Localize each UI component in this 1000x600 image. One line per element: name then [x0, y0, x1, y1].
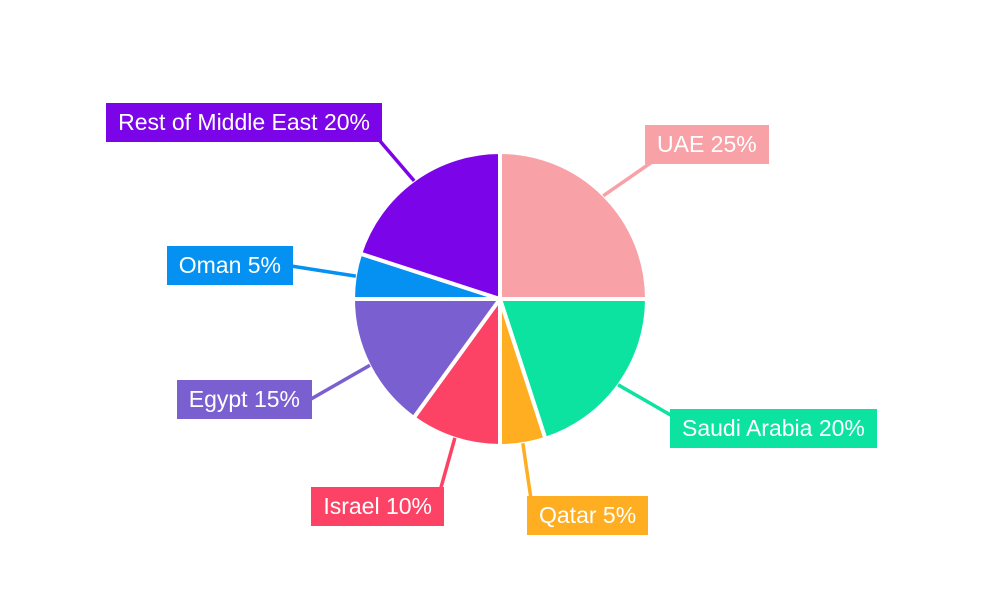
slice-label-saudi-arabia: Saudi Arabia 20%: [670, 409, 877, 448]
slice-label-oman: Oman 5%: [166, 246, 293, 285]
slice-label-qatar: Qatar 5%: [527, 496, 649, 535]
leader-line-egypt: [310, 363, 371, 401]
leader-line-qatar: [521, 442, 533, 500]
leader-line-saudi-arabia: [617, 383, 675, 419]
leader-line-uae: [602, 160, 653, 198]
leader-line-israel: [438, 437, 457, 492]
leader-line-rest-of-middle-east: [378, 139, 416, 183]
slice-label-rest-of-middle-east: Rest of Middle East 20%: [106, 103, 382, 142]
slice-label-israel: Israel 10%: [311, 487, 444, 526]
slice-label-uae: UAE 25%: [645, 125, 769, 164]
leader-line-oman: [290, 264, 357, 278]
slice-label-egypt: Egypt 15%: [176, 380, 312, 419]
pie-slice-uae[interactable]: [498, 149, 650, 301]
